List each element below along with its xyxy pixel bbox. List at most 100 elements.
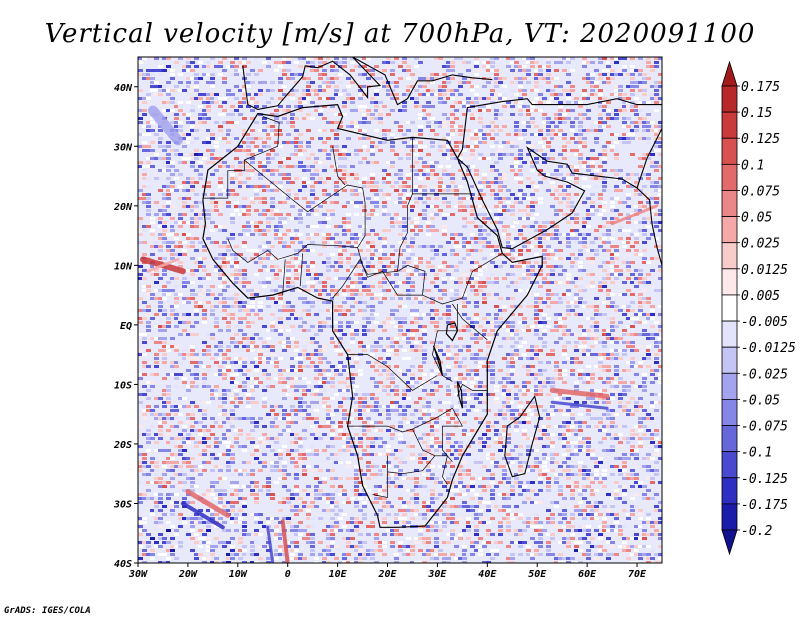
field-cell	[478, 181, 483, 184]
field-cell	[382, 281, 387, 284]
field-cell	[334, 329, 339, 332]
field-cell	[474, 337, 479, 340]
field-cell	[570, 209, 575, 212]
field-cell	[194, 129, 199, 132]
field-cell	[530, 357, 535, 360]
field-cell	[598, 285, 603, 288]
field-cell	[574, 165, 579, 168]
field-cell	[306, 389, 311, 392]
field-cell	[174, 405, 179, 408]
field-cell	[206, 81, 211, 84]
field-cell	[294, 229, 299, 232]
field-cell	[518, 305, 523, 308]
field-cell	[154, 153, 159, 156]
field-cell	[566, 61, 571, 64]
field-cell	[438, 177, 443, 180]
field-cell	[658, 313, 662, 316]
field-cell	[646, 57, 651, 60]
field-cell	[518, 129, 523, 132]
field-cell	[514, 237, 519, 240]
field-cell	[650, 381, 655, 384]
field-cell	[534, 281, 539, 284]
field-cell	[218, 301, 223, 304]
field-cell	[250, 157, 255, 160]
field-cell	[206, 237, 211, 240]
field-cell	[394, 153, 399, 156]
field-cell	[182, 357, 187, 360]
field-cell	[414, 141, 419, 144]
field-cell	[570, 309, 575, 312]
field-cell	[478, 325, 483, 328]
field-cell	[582, 241, 587, 244]
field-cell	[238, 329, 243, 332]
field-cell	[254, 185, 259, 188]
field-cell	[166, 293, 171, 296]
field-cell	[182, 349, 187, 352]
field-cell	[382, 241, 387, 244]
field-cell	[234, 73, 239, 76]
field-cell	[234, 293, 239, 296]
field-cell	[334, 113, 339, 116]
field-cell	[402, 373, 407, 376]
field-cell	[554, 77, 559, 80]
field-cell	[222, 113, 227, 116]
field-cell	[358, 121, 363, 124]
field-cell	[302, 393, 307, 396]
field-cell	[350, 329, 355, 332]
field-cell	[190, 129, 195, 132]
field-cell	[374, 297, 379, 300]
field-cell	[254, 377, 259, 380]
field-cell	[406, 129, 411, 132]
field-cell	[270, 197, 275, 200]
field-cell	[494, 73, 499, 76]
field-cell	[526, 357, 531, 360]
field-cell	[142, 113, 147, 116]
field-cell	[182, 213, 187, 216]
field-cell	[430, 369, 435, 372]
field-cell	[166, 101, 171, 104]
field-cell	[166, 157, 171, 160]
field-cell	[518, 337, 523, 340]
field-cell	[618, 273, 623, 276]
field-cell	[146, 97, 151, 100]
field-cell	[610, 321, 615, 324]
field-cell	[158, 221, 163, 224]
field-cell	[158, 217, 163, 220]
field-cell	[186, 353, 191, 356]
field-cell	[166, 385, 171, 388]
field-cell	[386, 213, 391, 216]
field-cell	[518, 261, 523, 264]
field-cell	[142, 285, 147, 288]
field-cell	[522, 329, 527, 332]
field-cell	[574, 141, 579, 144]
field-cell	[174, 221, 179, 224]
field-cell	[330, 81, 335, 84]
field-cell	[230, 277, 235, 280]
field-cell	[386, 337, 391, 340]
field-cell	[450, 181, 455, 184]
field-cell	[506, 101, 511, 104]
field-cell	[234, 109, 239, 112]
field-cell	[214, 353, 219, 356]
field-cell	[154, 405, 159, 408]
field-cell	[522, 237, 527, 240]
field-cell	[146, 157, 151, 160]
field-cell	[170, 373, 175, 376]
field-cell	[470, 113, 475, 116]
field-cell	[606, 65, 611, 68]
field-cell	[474, 113, 479, 116]
field-cell	[350, 121, 355, 124]
field-cell	[586, 213, 591, 216]
field-cell	[306, 249, 311, 252]
field-cell	[474, 373, 479, 376]
field-cell	[550, 77, 555, 80]
field-cell	[466, 221, 471, 224]
field-cell	[430, 129, 435, 132]
field-cell	[554, 117, 559, 120]
field-cell	[570, 217, 575, 220]
field-cell	[522, 365, 527, 368]
field-cell	[634, 121, 639, 124]
field-cell	[634, 317, 639, 320]
field-cell	[466, 369, 471, 372]
field-cell	[298, 209, 303, 212]
